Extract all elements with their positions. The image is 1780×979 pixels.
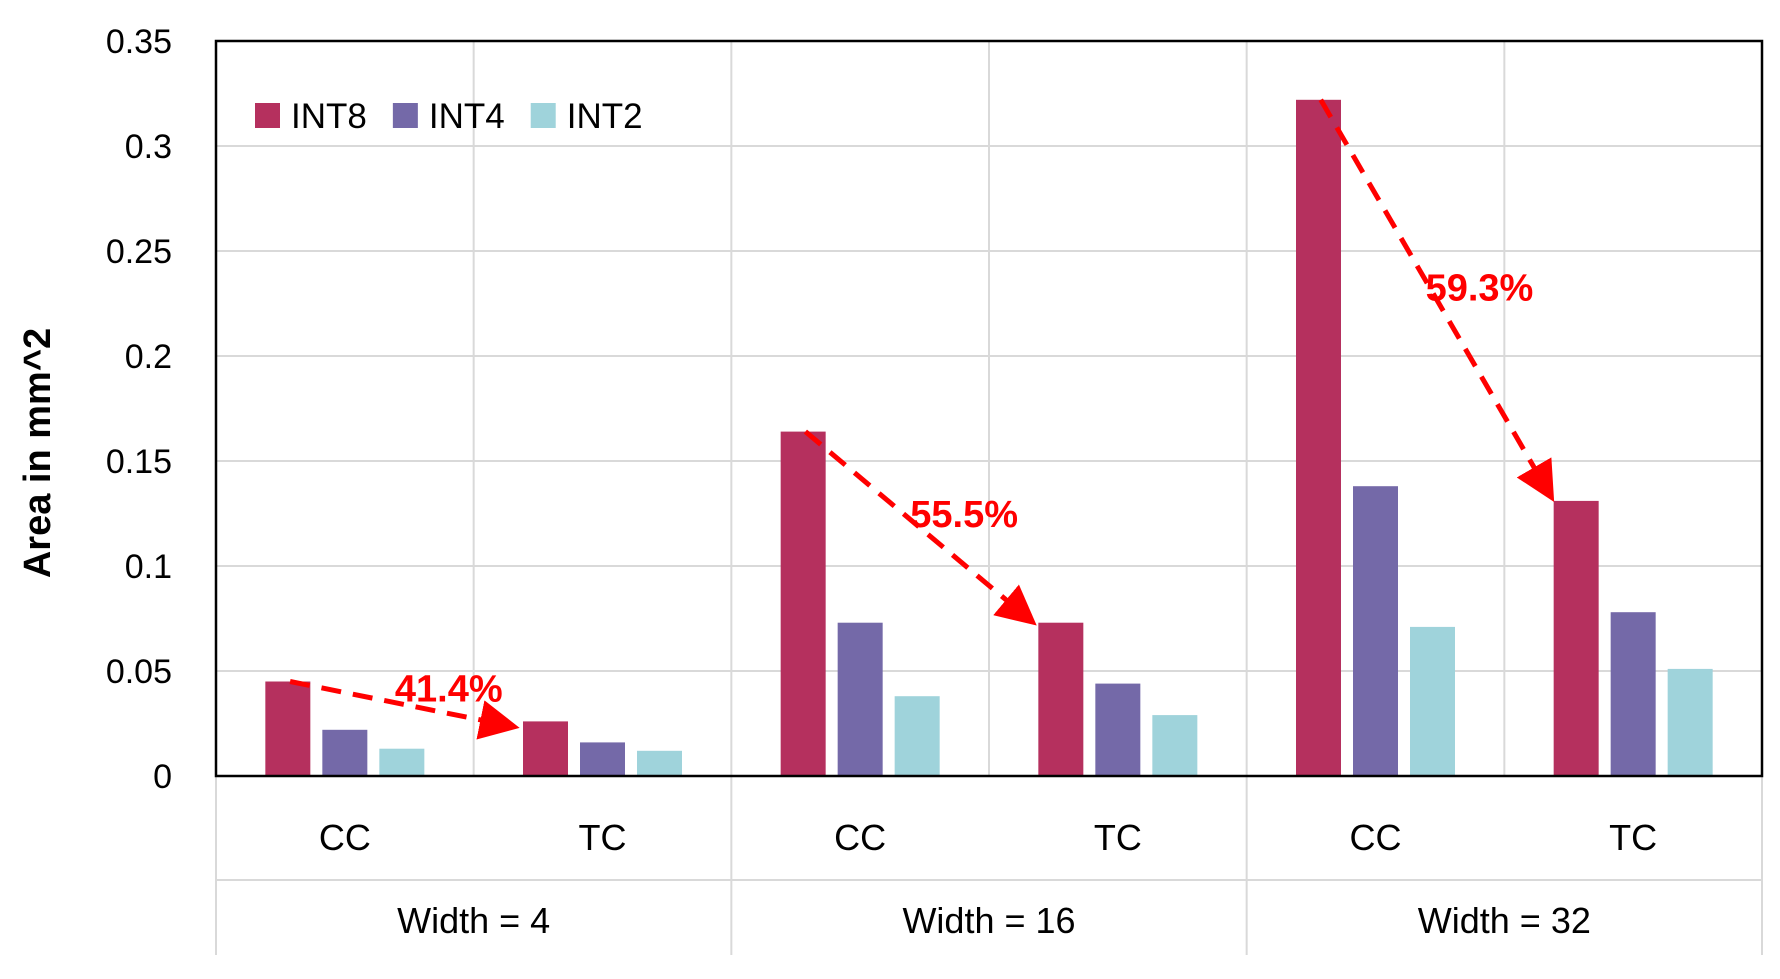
- y-tick-label: 0.3: [125, 128, 172, 166]
- y-tick-label: 0.25: [106, 233, 172, 271]
- x-group-label: Width = 16: [902, 900, 1075, 941]
- bar-int4-2: [580, 742, 625, 776]
- bar-int4-5: [1353, 486, 1398, 776]
- annotation-layer: 41.4% 55.5% 59.3%: [289, 98, 1555, 740]
- x-category-label: CC: [319, 817, 371, 858]
- bar-int8-2: [523, 721, 568, 776]
- bar-int2-6: [1667, 668, 1713, 776]
- x-category-label: CC: [834, 817, 886, 858]
- bar-layer: [265, 99, 1713, 777]
- bar-int2-2: [637, 750, 682, 776]
- x-group-label: Width = 4: [397, 900, 550, 941]
- y-tick-label: 0: [153, 758, 172, 796]
- reduction-label: 41.4%: [395, 668, 503, 710]
- reduction-arrow: [289, 679, 520, 740]
- reduction-label: 59.3%: [1426, 267, 1534, 309]
- bar-int8-6: [1553, 500, 1599, 776]
- x-category-label: TC: [1609, 817, 1657, 858]
- axis-layer: 0 0.05 0.1 0.15 0.2 0.25 0.3 0.35 CC TC CC TC CC TC Wi…: [106, 23, 1764, 941]
- reduction-arrow: [803, 429, 1037, 626]
- reduction-label: 55.5%: [910, 494, 1018, 536]
- reduction-arrow: [1318, 98, 1555, 502]
- bar-int2-4: [1152, 715, 1198, 776]
- bar-int4-6: [1610, 612, 1656, 776]
- bar-int8-1: [265, 681, 311, 776]
- legend-swatch-int4: [392, 103, 418, 128]
- legend-label-int2: INT2: [567, 97, 643, 136]
- x-group-label: Width = 32: [1418, 900, 1591, 941]
- legend-swatch-int8: [255, 103, 280, 128]
- legend: INT8 INT4 INT2: [255, 97, 643, 136]
- x-category-label: TC: [579, 817, 627, 858]
- y-tick-label: 0.05: [106, 653, 172, 691]
- bar-int4-3: [837, 622, 883, 776]
- y-tick-label: 0.35: [106, 23, 172, 61]
- x-category-label: TC: [1094, 817, 1142, 858]
- y-axis-label: Area in mm^2: [17, 328, 59, 578]
- grid-layer: [215, 40, 1763, 955]
- legend-swatch-int2: [530, 103, 556, 128]
- legend-label-int8: INT8: [291, 97, 367, 136]
- bar-int8-3: [780, 431, 826, 776]
- bar-int2-5: [1410, 626, 1455, 776]
- bar-int8-4: [1038, 622, 1084, 776]
- bar-int2-1: [379, 748, 425, 776]
- bar-int2-3: [894, 696, 940, 776]
- y-tick-label: 0.2: [125, 338, 172, 376]
- x-category-label: CC: [1350, 817, 1402, 858]
- bar-int8-5: [1296, 99, 1341, 777]
- y-tick-label: 0.15: [106, 443, 172, 481]
- bar-int4-1: [322, 729, 368, 776]
- plot-frame: [214, 39, 1764, 778]
- y-tick-label: 0.1: [125, 548, 172, 586]
- bar-int4-4: [1095, 683, 1141, 776]
- legend-label-int4: INT4: [429, 97, 505, 136]
